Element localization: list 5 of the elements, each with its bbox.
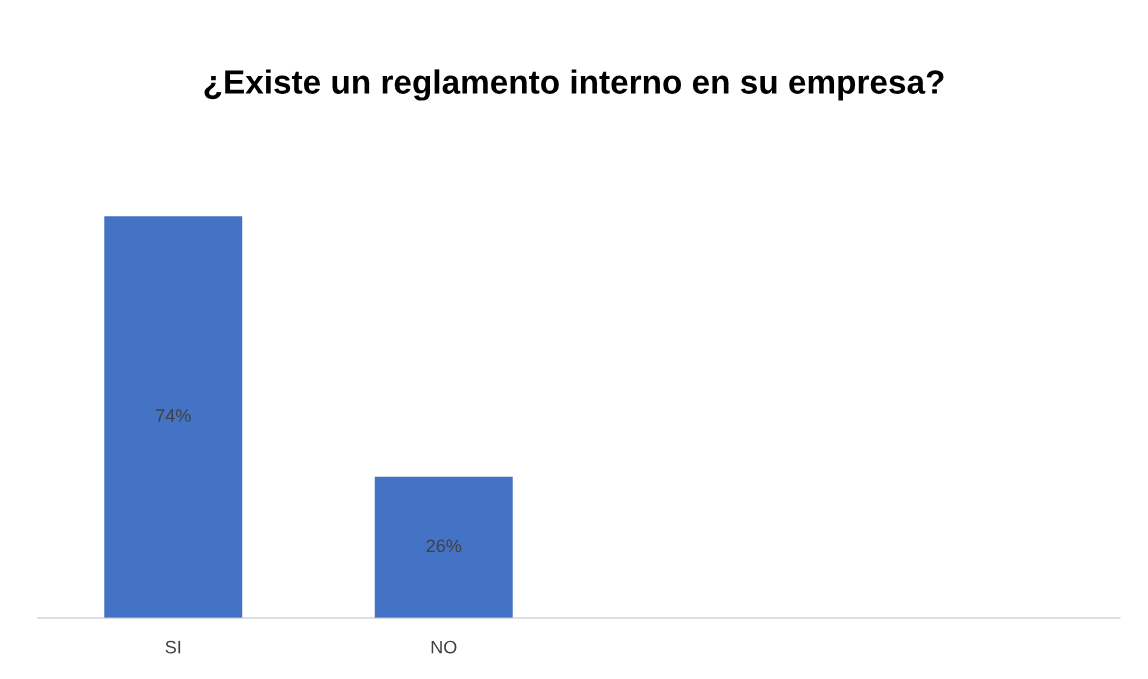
x-tick-label: SI [165, 640, 181, 654]
data-label: 26% [426, 539, 462, 553]
x-tick-label: NO [431, 640, 457, 654]
chart-title: ¿Existe un reglamento interno en su empresa? [204, 69, 944, 101]
data-label: 74% [156, 409, 191, 422]
